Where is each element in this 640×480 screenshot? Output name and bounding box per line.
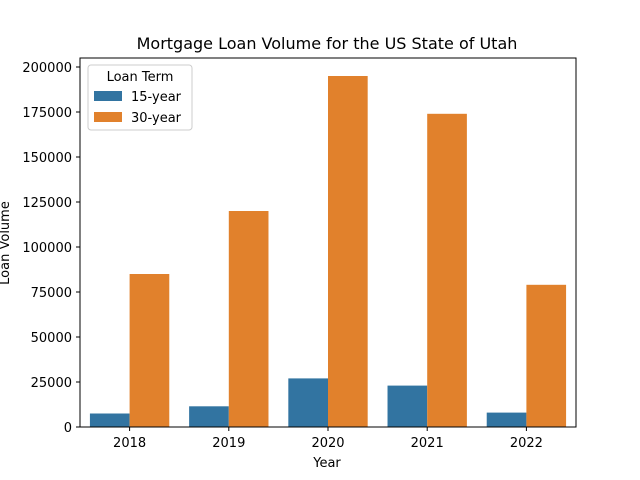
y-tick-label: 75000 [31, 286, 72, 301]
bar-15-year-2018 [89, 413, 130, 427]
y-tick-label: 200000 [22, 61, 72, 76]
bar-15-year-2019 [189, 406, 229, 427]
bar-15-year-2022 [486, 412, 527, 427]
bar-30-year-2021 [427, 113, 467, 428]
y-tick-label: 150000 [22, 151, 72, 166]
x-tick-label: 2020 [311, 436, 344, 451]
chart-title: Mortgage Loan Volume for the US State of… [137, 34, 518, 53]
legend-swatch-15-year [94, 91, 122, 101]
bar-15-year-2021 [387, 385, 428, 427]
legend-entry-15-year: 15-year [131, 90, 182, 105]
bar-30-year-2018 [129, 274, 170, 427]
bar-15-year-2020 [288, 378, 328, 427]
y-tick-label: 175000 [22, 106, 72, 121]
legend-title: Loan Term [107, 70, 174, 85]
x-tick-label: 2019 [212, 436, 245, 451]
bar-30-year-2022 [526, 284, 567, 427]
y-tick-label: 25000 [31, 376, 72, 391]
x-tick-label: 2018 [113, 436, 146, 451]
legend-swatch-30-year [94, 112, 122, 122]
y-tick-label: 0 [64, 421, 72, 436]
legend-entry-30-year: 30-year [131, 111, 182, 126]
x-tick-label: 2022 [510, 436, 543, 451]
legend: Loan Term 15-year 30-year [87, 64, 193, 131]
y-tick-label: 125000 [22, 196, 72, 211]
x-axis-label: Year [312, 456, 341, 471]
x-tick-label: 2021 [411, 436, 444, 451]
plot-area: 2018 2019 2020 2021 2022 0 25000 50000 75000 1000… [22, 57, 577, 451]
bar-30-year-2020 [328, 76, 368, 427]
y-tick-label: 50000 [31, 331, 72, 346]
y-axis-label: Loan Volume [0, 201, 13, 285]
bar-30-year-2019 [228, 211, 269, 427]
y-tick-label: 100000 [22, 241, 72, 256]
